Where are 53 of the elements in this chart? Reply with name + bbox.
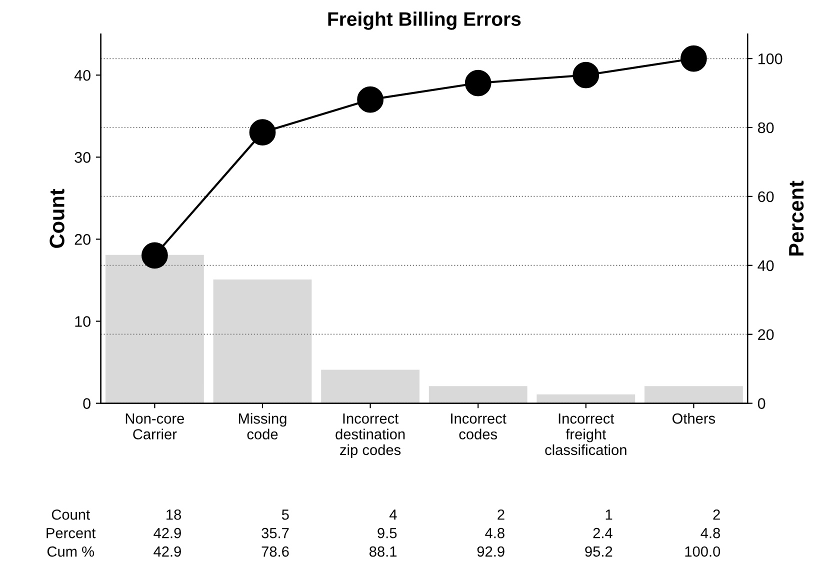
point [249,119,276,146]
text: 88.1 [370,546,397,557]
x-tick-label: Incorrect freight classification [545,414,626,456]
text: 4.8 [485,528,504,538]
y-axis-title: Count [50,188,64,248]
text: 2 [498,509,504,520]
y-tick-label: 10 [75,316,90,327]
text: 2 [713,509,720,520]
text: 4.8 [700,528,720,538]
text: Cum % [47,546,94,557]
bar [428,386,528,404]
text: 18 [166,509,182,520]
y-tick-label: 20 [74,234,90,245]
y-tick-label: 30 [74,152,90,163]
x-tick-label: Incorrect destination zip codes [336,414,405,458]
y-tick-label: 40 [74,70,90,81]
y2-tick-label: 80 [758,122,774,134]
text: 100.0 [685,546,720,557]
chart-title: Freight Billing Errors [328,12,521,30]
y-tick-label: 0 [83,398,90,409]
text: Percent [46,528,96,538]
text: 5 [282,510,289,520]
bar [644,386,743,404]
bar [213,280,312,404]
text: 95.2 [585,546,612,557]
y2-tick-label: 20 [758,329,774,340]
text: 2.4 [593,528,612,538]
bar [105,254,204,404]
y2-tick-label: 0 [758,398,766,409]
point [357,86,384,113]
x-tick-label: Non-core Carrier [126,414,184,440]
bar [536,394,636,404]
bar [321,370,420,404]
text: 92.9 [477,546,504,557]
text: 42.9 [154,546,181,557]
y2-axis-title: Percent [789,180,804,256]
y2-tick-label: 40 [758,260,774,272]
point [142,242,168,269]
text: 4 [389,510,397,520]
text: Count [52,509,90,520]
x-tick-label: Incorrect codes [451,414,506,440]
x-tick-label: Others [672,413,716,424]
text: 42.9 [154,528,181,538]
text: 35.7 [262,528,289,538]
point [464,70,492,96]
text: 9.5 [378,528,397,538]
point [572,62,600,88]
y2-tick-label: 60 [758,191,774,202]
point [680,45,707,72]
x-tick-label: Missing code [238,413,286,440]
text: 78.6 [262,546,289,557]
y2-tick-label: 100 [758,53,782,64]
text: 1 [606,510,612,520]
